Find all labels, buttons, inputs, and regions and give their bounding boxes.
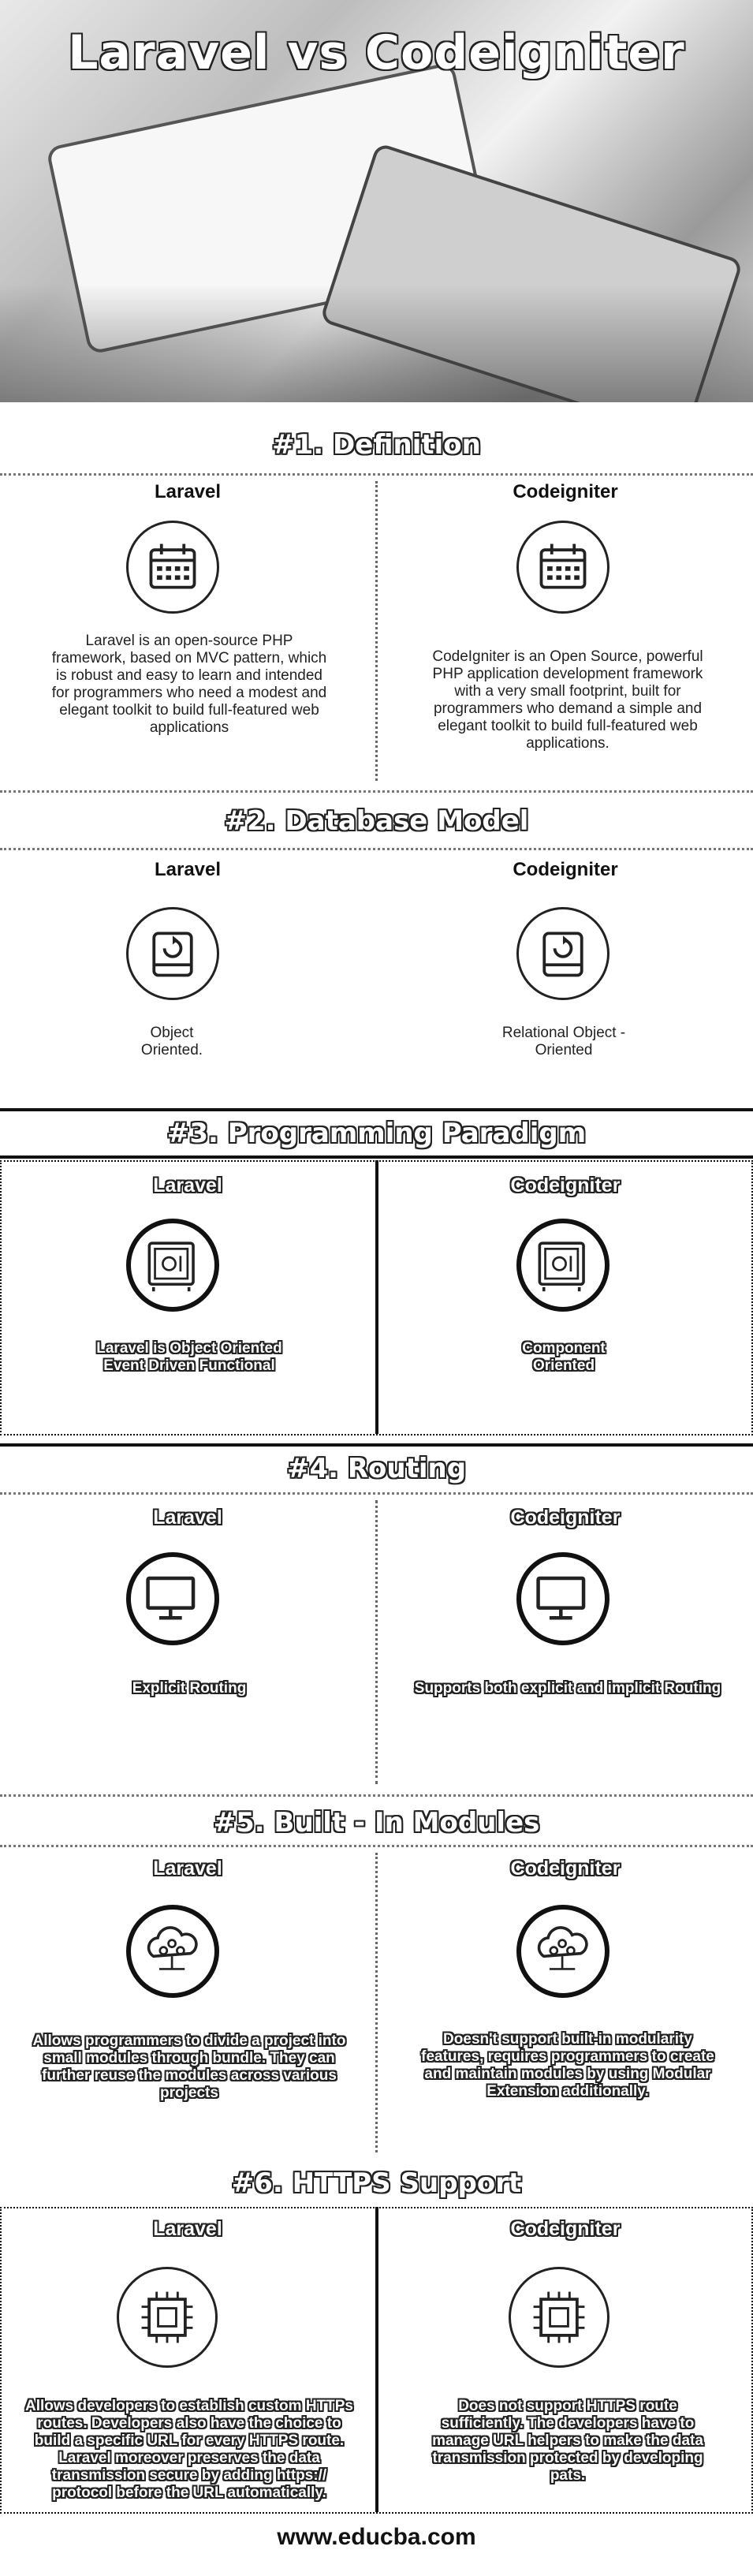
description-text: Does not support HTTPS route sufficientl… [432, 2398, 703, 2484]
section-https-support: #6. HTTPS Support Laravel Codeigniter Al… [0, 2161, 753, 2520]
description-text: CodeIgniter is an Open Source, powerful … [432, 648, 703, 752]
column-divider [375, 1160, 378, 1434]
right-column-body: Component Oriented [489, 1340, 639, 1375]
column-divider [375, 481, 378, 781]
section-divider [0, 473, 753, 476]
column-heading-laravel: Laravel [153, 1506, 222, 1529]
right-column: Codeigniter [378, 859, 753, 881]
right-column: Codeigniter [378, 1506, 753, 1529]
section-divider [0, 1108, 753, 1111]
left-column-body: Object Oriented. [125, 1025, 219, 1059]
section-divider [0, 1794, 753, 1797]
section-heading: #5. Built - In Modules [213, 1807, 540, 1839]
right-column-body: Doesn't support built-in modularity feat… [410, 2031, 725, 2100]
section-heading: #1. Definition [272, 429, 481, 461]
column-heading-codeigniter: Codeigniter [510, 1506, 621, 1529]
section-heading: #2. Database Model [224, 805, 529, 837]
section-heading: #6. HTTPS Support [231, 2167, 522, 2199]
column-heading-laravel: Laravel [153, 1174, 222, 1197]
description-text: Supports both explicit and implicit Rout… [414, 1680, 721, 1697]
monitor-icon [516, 1552, 609, 1645]
left-column: Laravel [0, 859, 375, 881]
description-text: Object Oriented. [140, 1025, 203, 1058]
description-text: Doesn't support built-in modularity feat… [421, 2031, 714, 2100]
section-divider [0, 848, 753, 850]
left-column: Laravel [0, 1857, 375, 1880]
right-column: Codeigniter [378, 481, 753, 503]
section-heading: #4. Routing [286, 1453, 467, 1484]
column-heading-laravel: Laravel [154, 859, 222, 880]
monitor-icon [126, 1552, 219, 1645]
column-heading-laravel: Laravel [154, 481, 222, 502]
chip-icon [509, 2267, 609, 2368]
cloud-network-icon [516, 1905, 609, 1998]
section-routing: #4. Routing Laravel Codeigniter Explicit… [0, 1443, 753, 1794]
section-database-model: #2. Database Model Laravel Codeigniter O… [0, 793, 753, 1108]
hard-drive-icon [126, 907, 219, 1000]
column-heading-codeigniter: Codeigniter [510, 2218, 621, 2240]
column-divider [375, 1853, 378, 2152]
column-divider [375, 2207, 378, 2512]
section-heading: #3. Programming Paradigm [166, 1118, 587, 1149]
column-heading-codeigniter: Codeigniter [513, 481, 618, 502]
section-built-in-modules: #5. Built - In Modules Laravel Codeignit… [0, 1794, 753, 2161]
description-text: Laravel is Object Oriented Event Driven … [96, 1340, 282, 1374]
left-column-body: Laravel is Object Oriented Event Driven … [39, 1340, 339, 1375]
footer-url: www.educba.com [277, 2524, 476, 2550]
calendar-icon [126, 521, 219, 614]
page-title: Laravel vs Codeigniter [68, 25, 685, 80]
right-column-body: Relational Object - Oriented [489, 1025, 639, 1059]
chip-icon [117, 2267, 218, 2368]
right-column-body: Supports both explicit and implicit Rout… [414, 1680, 721, 1697]
description-text: Component Oriented [522, 1340, 606, 1374]
description-text: Allows developers to establish custom HT… [25, 2398, 353, 2501]
left-column: Laravel [0, 2218, 375, 2241]
description-text: Laravel is an open-source PHP framework,… [51, 633, 327, 736]
safe-icon [126, 1219, 219, 1312]
hard-drive-icon [516, 907, 609, 1000]
left-column-body: Explicit Routing [32, 1680, 347, 1697]
right-column-body: Does not support HTTPS route sufficientl… [422, 2398, 714, 2485]
column-heading-codeigniter: Codeigniter [513, 859, 618, 880]
column-heading-laravel: Laravel [153, 1857, 222, 1880]
left-column-body: Allows programmers to divide a project i… [32, 2033, 347, 2102]
section-divider [0, 1492, 753, 1495]
description-text: Relational Object - Oriented [501, 1025, 626, 1058]
right-column: Codeigniter [378, 1857, 753, 1880]
left-column: Laravel [0, 481, 375, 503]
right-column: Codeigniter [378, 2218, 753, 2241]
right-column: Codeigniter [378, 1174, 753, 1197]
left-column-body: Laravel is an open-source PHP framework,… [47, 633, 331, 737]
section-programming-paradigm: #3. Programming Paradigm Laravel Codeign… [0, 1108, 753, 1443]
column-heading-codeigniter: Codeigniter [510, 1857, 621, 1880]
description-text: Allows programmers to divide a project i… [32, 2033, 346, 2101]
safe-icon [516, 1219, 609, 1312]
hero-shadow-shape [0, 284, 753, 402]
section-definition: #1. Definition Laravel Codeigniter Larav… [0, 402, 753, 793]
column-divider [375, 1500, 378, 1784]
cloud-network-icon [126, 1905, 219, 1998]
description-text: Explicit Routing [132, 1680, 247, 1697]
left-column: Laravel [0, 1174, 375, 1197]
left-column: Laravel [0, 1506, 375, 1529]
right-column-body: CodeIgniter is an Open Source, powerful … [426, 648, 710, 752]
calendar-icon [516, 521, 609, 614]
section-divider [0, 1443, 753, 1447]
section-divider [0, 790, 753, 793]
column-heading-laravel: Laravel [153, 2218, 222, 2240]
left-column-body: Allows developers to establish custom HT… [24, 2398, 355, 2502]
hero-banner: Laravel vs Codeigniter [0, 0, 753, 402]
section-divider [0, 1845, 753, 1847]
column-heading-codeigniter: Codeigniter [510, 1174, 621, 1197]
section-divider [0, 1155, 753, 1159]
